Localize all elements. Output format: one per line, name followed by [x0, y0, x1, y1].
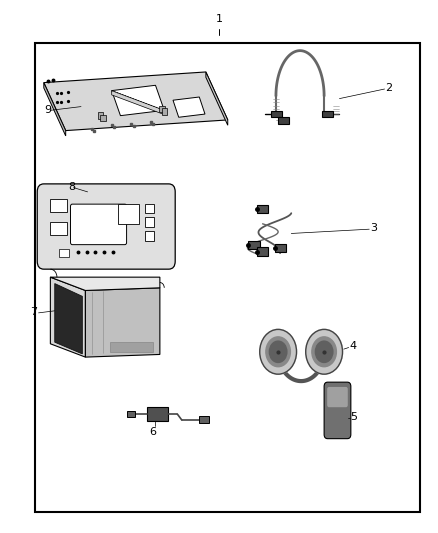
Polygon shape	[173, 97, 205, 117]
Circle shape	[315, 341, 333, 362]
FancyBboxPatch shape	[37, 184, 175, 269]
Bar	[118, 204, 139, 224]
Circle shape	[260, 329, 297, 374]
Bar	[199, 416, 209, 423]
FancyBboxPatch shape	[71, 204, 127, 245]
Polygon shape	[112, 91, 164, 115]
Text: 9: 9	[44, 106, 51, 115]
Bar	[145, 217, 154, 227]
Circle shape	[269, 341, 287, 362]
Polygon shape	[44, 83, 66, 136]
Polygon shape	[50, 277, 85, 357]
Text: 7: 7	[30, 307, 37, 317]
Circle shape	[266, 337, 290, 367]
Circle shape	[306, 329, 343, 374]
Bar	[110, 342, 153, 352]
Bar	[50, 199, 67, 212]
Polygon shape	[44, 72, 228, 131]
Text: 5: 5	[350, 412, 357, 422]
Bar	[159, 106, 165, 112]
Bar	[162, 108, 167, 115]
Bar	[98, 112, 103, 119]
Bar	[127, 411, 135, 417]
Bar	[271, 111, 282, 117]
Text: 1: 1	[215, 14, 223, 24]
Bar	[35, 43, 420, 512]
Bar	[248, 241, 260, 249]
Bar	[59, 249, 69, 257]
Text: 4: 4	[350, 342, 357, 351]
Text: 2: 2	[385, 83, 392, 93]
Bar	[275, 244, 286, 252]
FancyBboxPatch shape	[324, 382, 351, 439]
Circle shape	[312, 337, 336, 367]
Bar	[145, 204, 154, 213]
Polygon shape	[112, 85, 164, 116]
Bar	[145, 231, 154, 241]
Bar	[147, 407, 168, 421]
Text: 6: 6	[149, 427, 156, 438]
FancyBboxPatch shape	[327, 387, 348, 407]
Bar	[257, 247, 268, 256]
Bar	[278, 117, 289, 124]
Polygon shape	[206, 72, 228, 125]
Text: 8: 8	[68, 182, 75, 191]
Bar	[257, 205, 268, 213]
Polygon shape	[50, 277, 160, 290]
Bar	[322, 111, 333, 117]
Bar	[100, 115, 106, 121]
Bar	[50, 222, 67, 235]
Polygon shape	[85, 288, 160, 357]
Text: 3: 3	[370, 223, 377, 233]
Polygon shape	[55, 284, 82, 354]
